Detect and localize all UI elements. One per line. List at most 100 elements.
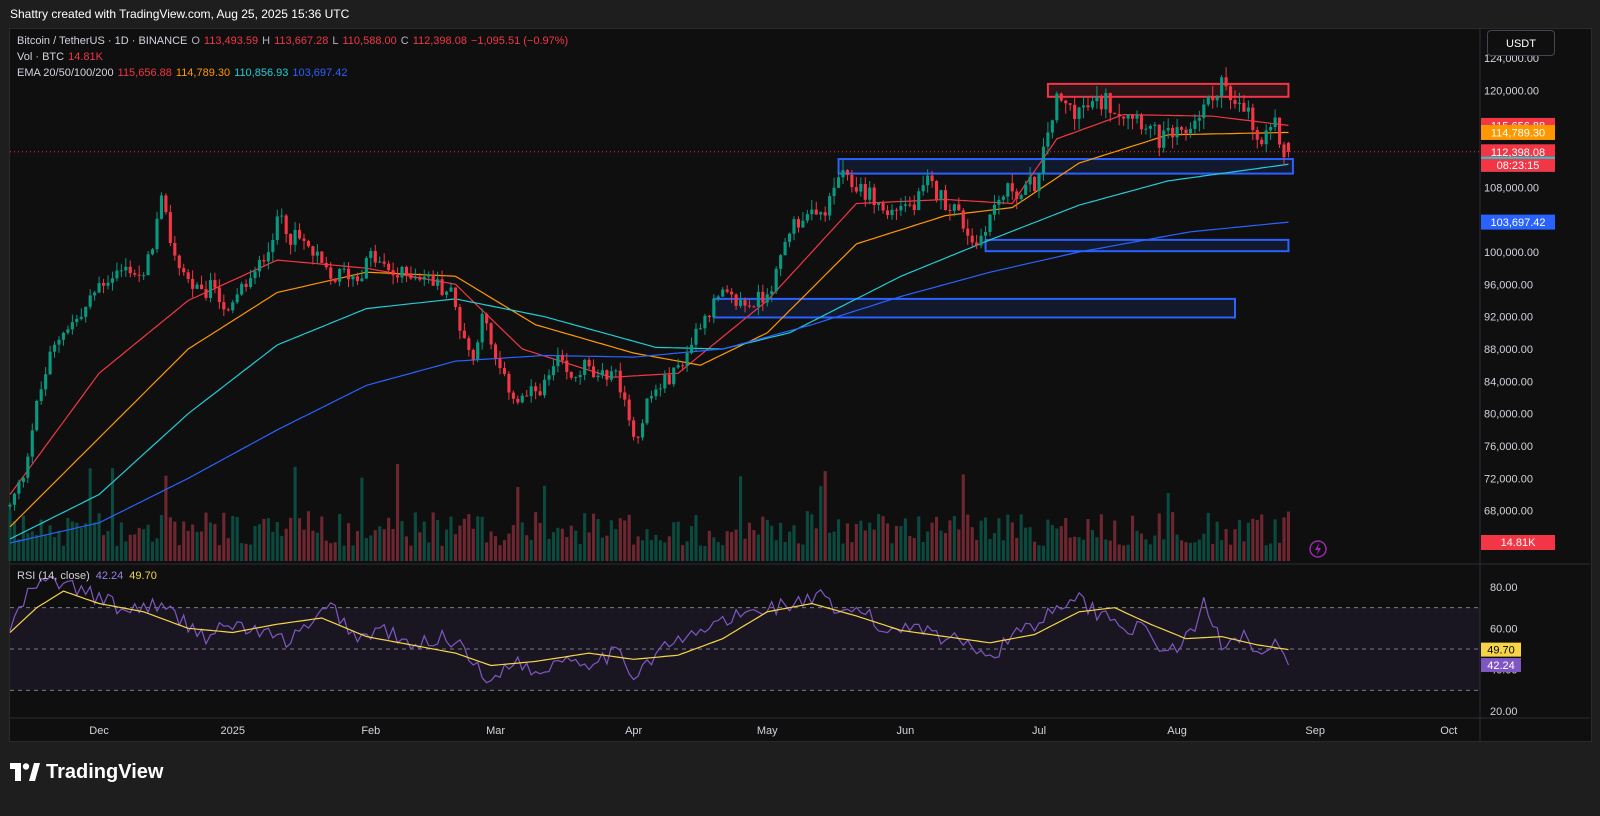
volume-bar bbox=[164, 475, 168, 561]
candle-body bbox=[903, 204, 907, 206]
candle-body bbox=[427, 274, 431, 277]
volume-bar bbox=[1139, 533, 1144, 561]
volume-bar bbox=[672, 522, 676, 561]
volume-bar bbox=[1041, 545, 1046, 561]
candle-body bbox=[1139, 115, 1144, 130]
candle-body bbox=[845, 170, 850, 175]
volume-bar bbox=[819, 486, 823, 561]
volume-bar bbox=[1277, 542, 1282, 561]
candle-body bbox=[747, 305, 752, 307]
candle-body bbox=[511, 392, 515, 399]
volume-bar bbox=[1211, 543, 1215, 561]
candle-body bbox=[1019, 194, 1023, 200]
volume-bar bbox=[253, 526, 257, 561]
candle-body bbox=[168, 212, 172, 243]
volume-label[interactable]: Vol · BTC bbox=[17, 51, 65, 63]
price-tag-label: 103,697.42 bbox=[1490, 217, 1545, 229]
candle-body bbox=[244, 283, 248, 287]
volume-bar bbox=[850, 542, 854, 561]
volume-bar bbox=[970, 527, 974, 561]
footer bbox=[0, 742, 1600, 816]
volume-bar bbox=[159, 514, 164, 561]
candle-body bbox=[191, 278, 195, 289]
volume-bar bbox=[1148, 544, 1152, 561]
candle-body bbox=[320, 251, 324, 263]
volume-bar bbox=[387, 517, 391, 561]
red-zone-box bbox=[1046, 82, 1290, 98]
candle-body bbox=[1028, 176, 1032, 185]
candle-body bbox=[1024, 184, 1028, 195]
candle-body bbox=[164, 195, 168, 213]
volume-bar bbox=[84, 523, 88, 561]
volume-bar bbox=[1108, 540, 1112, 561]
legend: Bitcoin / TetherUS · 1D · BINANCE O 113,4… bbox=[17, 33, 568, 81]
volume-bar bbox=[191, 524, 195, 561]
candle-body bbox=[231, 302, 235, 311]
candle-body bbox=[458, 306, 462, 331]
volume-bar bbox=[217, 545, 221, 561]
candle-body bbox=[770, 291, 774, 295]
candle-body bbox=[485, 313, 489, 324]
time-tick-label: Aug bbox=[1167, 725, 1187, 737]
candle-body bbox=[289, 234, 293, 245]
candle-body bbox=[177, 255, 181, 269]
candle-body bbox=[587, 359, 591, 367]
volume-bar bbox=[667, 536, 671, 561]
volume-bar bbox=[890, 543, 894, 561]
rsi-label[interactable]: RSI (14, close) bbox=[17, 570, 90, 582]
grid bbox=[10, 29, 1590, 741]
open-value: 113,493.59 bbox=[203, 35, 259, 47]
volume-bar bbox=[681, 545, 685, 561]
candle-body bbox=[453, 287, 458, 307]
candle-body bbox=[159, 195, 164, 219]
volume-bar bbox=[952, 516, 956, 561]
volume-bar bbox=[738, 476, 743, 561]
volume-bar bbox=[1090, 530, 1095, 561]
candle-body bbox=[992, 204, 997, 215]
ema50-value: 114,789.30 bbox=[175, 67, 231, 79]
ema-label[interactable]: EMA 20/50/100/200 bbox=[17, 67, 114, 79]
candle-body bbox=[235, 294, 239, 303]
symbol-label[interactable]: Bitcoin / TetherUS · 1D · BINANCE bbox=[17, 35, 188, 47]
candle-body bbox=[284, 215, 288, 235]
volume-bar bbox=[872, 529, 876, 561]
candle-body bbox=[1144, 128, 1148, 130]
volume-bar bbox=[574, 530, 578, 561]
chart-frame[interactable] bbox=[9, 28, 1592, 742]
candle-body bbox=[1215, 96, 1219, 101]
volume-bar bbox=[409, 545, 413, 561]
volume-bar bbox=[841, 543, 845, 561]
candle-body bbox=[498, 358, 502, 369]
time-tick-label: Jun bbox=[896, 725, 914, 737]
volume-bar bbox=[199, 531, 204, 561]
time-axis[interactable]: Dec 2025 Feb Mar Apr May Jun Jul Aug Sep Oct bbox=[89, 725, 1457, 737]
candle-body bbox=[1077, 107, 1081, 119]
volume-bar bbox=[88, 468, 92, 561]
candle-body bbox=[84, 306, 88, 317]
currency-button[interactable]: USDT bbox=[1487, 30, 1555, 56]
volume-bar bbox=[431, 512, 435, 561]
volume-bar bbox=[1246, 522, 1250, 561]
price-tick-label: 120,000.00 bbox=[1484, 85, 1539, 97]
tradingview-logo[interactable]: TradingView bbox=[10, 760, 163, 784]
volume-bar bbox=[1179, 540, 1184, 561]
candle-body bbox=[1184, 129, 1188, 134]
candle-body bbox=[640, 423, 645, 438]
candle-body bbox=[716, 296, 720, 299]
candle-body bbox=[146, 254, 150, 276]
price-tick-label: 92,000.00 bbox=[1484, 312, 1533, 324]
tradingview-logo-icon bbox=[10, 763, 40, 781]
candle-body bbox=[182, 268, 186, 273]
volume-bar bbox=[427, 542, 431, 561]
volume-bar bbox=[44, 535, 48, 561]
volume-bar bbox=[997, 518, 1001, 561]
volume-bar bbox=[1171, 512, 1175, 561]
volume-bar bbox=[1242, 541, 1246, 561]
candle-body bbox=[306, 240, 311, 247]
volume-bar bbox=[805, 511, 809, 561]
candle-body bbox=[609, 371, 613, 380]
volume-bar bbox=[146, 524, 150, 561]
volume-bar bbox=[908, 535, 912, 561]
high-value: 113,667.28 bbox=[274, 35, 329, 47]
